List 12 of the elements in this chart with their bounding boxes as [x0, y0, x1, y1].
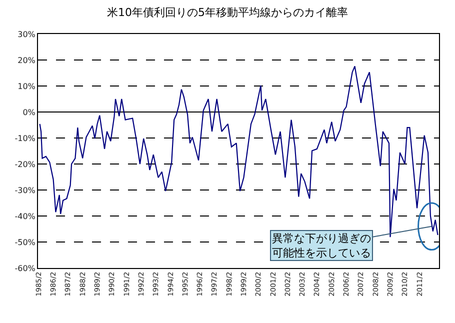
y-tick-label: 20%	[18, 56, 36, 65]
y-tick-label: -20%	[14, 160, 36, 169]
annotation: 異常な下がり過ぎの可能性を示している	[272, 232, 371, 260]
chart-title: 米10年債利回りの5年移動平均線からのカイ離率	[107, 6, 348, 19]
y-tick-label: -60%	[14, 264, 36, 273]
y-tick-label: 0%	[22, 108, 36, 117]
y-tick-label: -50%	[14, 238, 36, 247]
y-tick-label: 10%	[18, 82, 36, 91]
y-tick-label: -10%	[14, 134, 36, 143]
y-tick-label: -30%	[14, 186, 36, 195]
y-tick-label: 30%	[18, 30, 36, 39]
y-tick-label: -40%	[14, 212, 36, 221]
